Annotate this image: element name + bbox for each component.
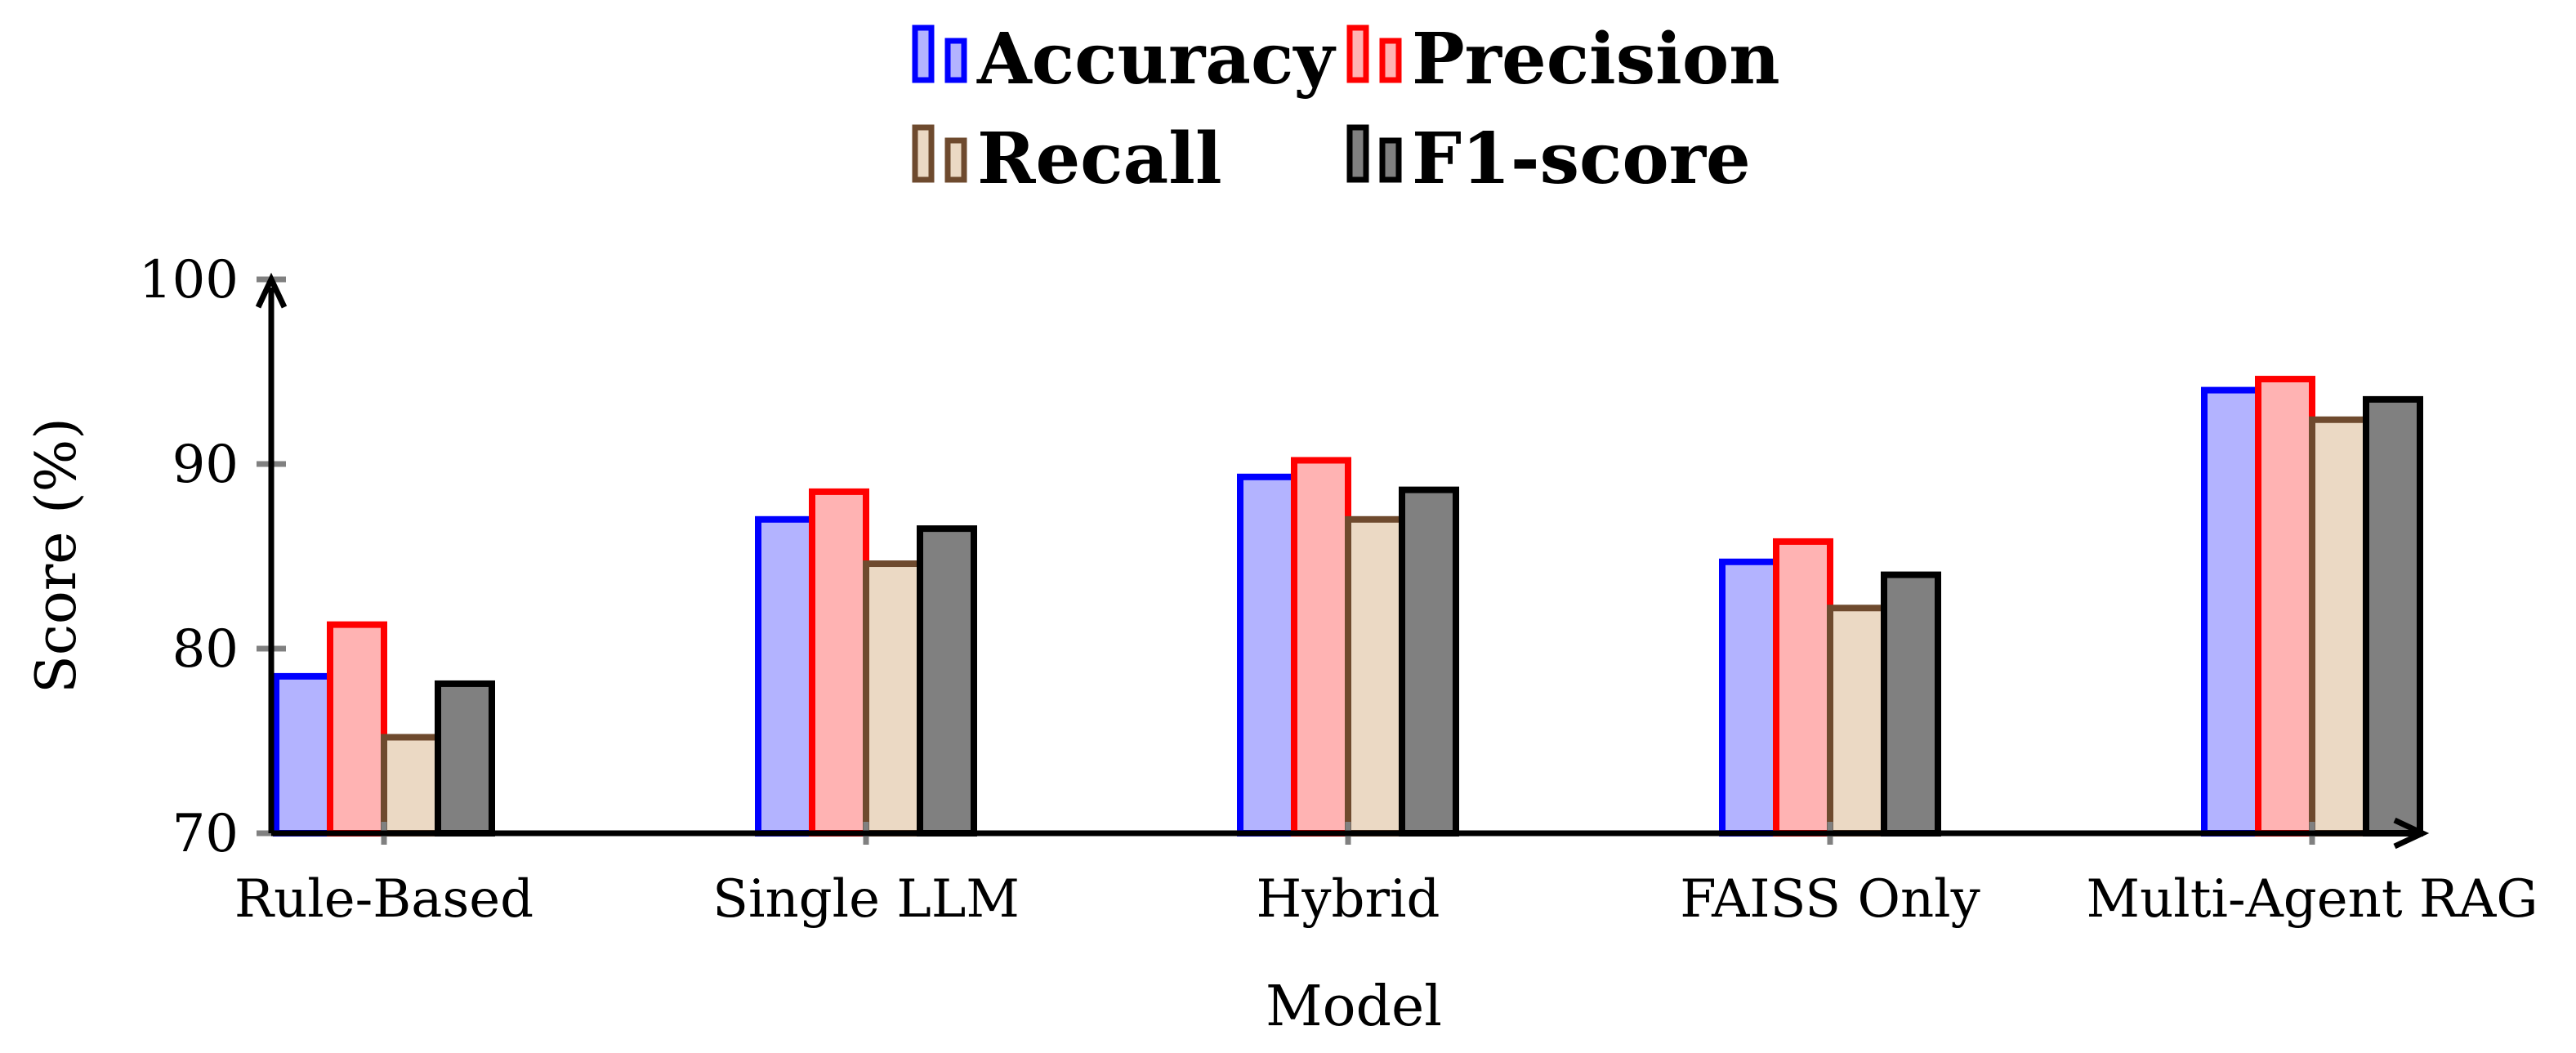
- axes-group: 70 80 90 100 Rule-Based Single LLM Hybrid FAISS…: [139, 250, 2538, 930]
- legend-item-recall: Recall: [912, 118, 1222, 200]
- bar-single-llm-accuracy: [755, 515, 815, 837]
- x-axis-title: Model: [1266, 975, 1442, 1039]
- y-tick-label-90: 90: [172, 435, 239, 495]
- y-axis-arrowhead: [255, 272, 288, 309]
- legend-label-recall: Recall: [977, 118, 1222, 200]
- y-tick-label-100: 100: [139, 250, 239, 310]
- legend-swatch-recall-short: [944, 137, 967, 183]
- legend-swatch-recall-tall: [912, 124, 935, 183]
- x-tick-label-hybrid: Hybrid: [1257, 869, 1440, 930]
- legend-label-f1-score: F1-score: [1412, 118, 1751, 200]
- bar-rule-based-accuracy: [273, 672, 333, 837]
- bar-single-llm-precision: [809, 488, 869, 837]
- legend-item-accuracy: Accuracy: [912, 18, 1337, 100]
- legend-item-precision: Precision: [1346, 18, 1780, 100]
- bar-single-llm-recall: [863, 560, 923, 837]
- legend-swatch-accuracy-short: [944, 38, 967, 83]
- legend: Accuracy Precision Recall F1-score: [912, 18, 1780, 200]
- bar-hybrid-f1-score: [1399, 486, 1459, 837]
- bar-hybrid-recall: [1345, 515, 1405, 837]
- x-axis-arrowhead: [2393, 817, 2430, 850]
- y-tick-label-70: 70: [172, 804, 239, 864]
- bar-rule-based-f1-score: [435, 680, 495, 837]
- legend-label-accuracy: Accuracy: [976, 18, 1337, 100]
- x-tick-label-single-llm: Single LLM: [712, 869, 1020, 930]
- legend-swatch-precision-tall: [1346, 25, 1369, 83]
- legend-label-precision: Precision: [1412, 18, 1780, 100]
- legend-item-f1-score: F1-score: [1346, 118, 1751, 200]
- bar-multi-agent-rag-recall: [2309, 416, 2369, 837]
- bar-single-llm-f1-score: [917, 525, 977, 837]
- x-tick-label-multi-agent-rag: Multi-Agent RAG: [2087, 869, 2538, 930]
- y-axis-title: Score (%): [25, 417, 89, 694]
- bar-multi-agent-rag-f1-score: [2363, 395, 2423, 837]
- bar-faiss-only-precision: [1773, 538, 1833, 837]
- bar-multi-agent-rag-precision: [2255, 376, 2315, 837]
- x-tick-label-rule-based: Rule-Based: [234, 869, 534, 930]
- bar-rule-based-recall: [381, 734, 441, 837]
- bars-group: [273, 376, 2423, 837]
- bar-faiss-only-accuracy: [1719, 558, 1779, 837]
- bar-faiss-only-recall: [1827, 605, 1887, 837]
- legend-swatch-precision-short: [1379, 38, 1402, 83]
- legend-swatch-f1-score-short: [1379, 137, 1402, 183]
- bar-hybrid-accuracy: [1237, 473, 1297, 837]
- legend-swatch-f1-score-tall: [1346, 124, 1369, 183]
- legend-swatch-accuracy-tall: [912, 25, 935, 83]
- bar-rule-based-precision: [327, 621, 387, 837]
- x-tick-label-faiss-only: FAISS Only: [1680, 869, 1980, 930]
- bar-faiss-only-f1-score: [1881, 571, 1941, 837]
- bar-multi-agent-rag-accuracy: [2201, 386, 2261, 837]
- bar-hybrid-precision: [1291, 457, 1351, 837]
- y-tick-label-80: 80: [172, 619, 239, 680]
